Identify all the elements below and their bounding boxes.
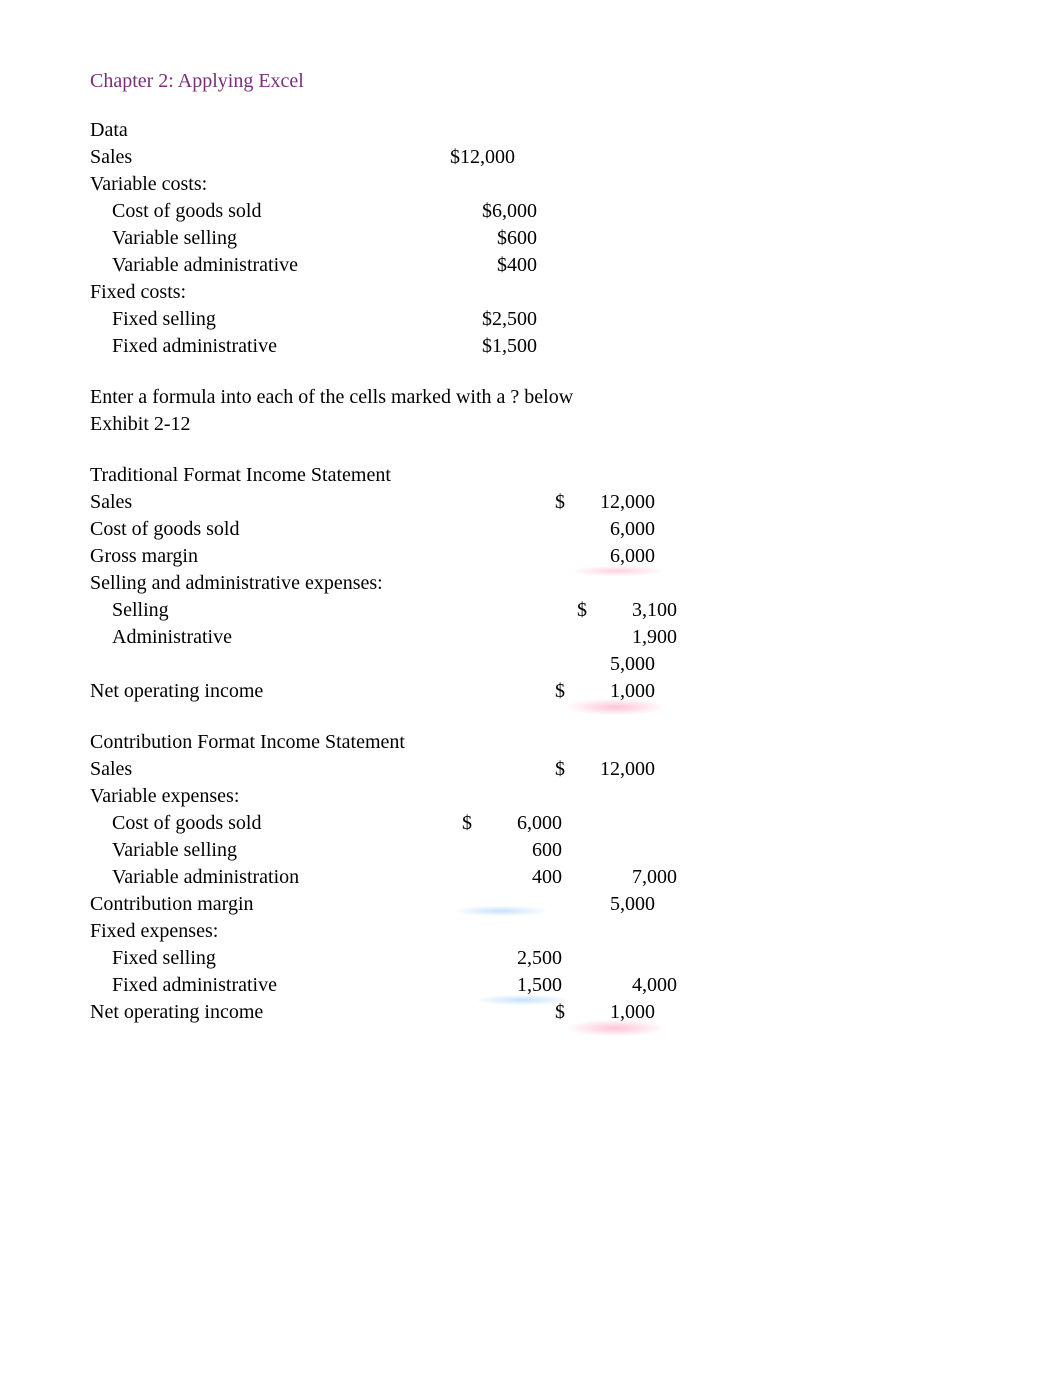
contribution-header-row: Contribution Format Income Statement — [90, 729, 972, 756]
instruction-text-1: Enter a formula into each of the cells m… — [90, 384, 573, 411]
currency-symbol: $ — [540, 756, 580, 783]
data-row: Cost of goods sold$6,000 — [90, 198, 972, 225]
contribution-header: Contribution Format Income Statement — [90, 729, 405, 756]
data-row: Variable selling$600 — [90, 225, 972, 252]
statement-value-col-b: 1,000 — [580, 678, 655, 705]
statement-value-col-b: 12,000 — [580, 756, 655, 783]
statement-row: Administrative 1,900 — [90, 624, 972, 651]
currency-symbol: $ — [540, 489, 580, 516]
instruction-line-2: Exhibit 2-12 — [90, 411, 972, 438]
statement-row: Variable expenses: — [90, 783, 972, 810]
statement-row: Fixed expenses: — [90, 918, 972, 945]
data-row-label: Fixed selling — [90, 306, 462, 333]
statement-row: Variable administration 400 7,000 — [90, 864, 972, 891]
statement-value-col-b: 7,000 — [602, 864, 677, 891]
statement-row: Sales $12,000 — [90, 756, 972, 783]
statement-row: Cost of goods sold$6,000 — [90, 810, 972, 837]
data-row: Variable administrative$400 — [90, 252, 972, 279]
currency-symbol: $ — [540, 999, 580, 1026]
statement-value-col-b: 6,000 — [580, 516, 655, 543]
statement-row-label: Gross margin — [90, 543, 440, 570]
statement-value-col-b: 5,000 — [580, 891, 655, 918]
statement-value-col-a: 2,500 — [487, 945, 562, 972]
data-header-row: Data — [90, 117, 972, 144]
statement-row: 5,000 — [90, 651, 972, 678]
statement-value-col-b: 1,900 — [602, 624, 677, 651]
data-row-value: $400 — [462, 252, 537, 279]
statement-value-col-b: 6,000 — [580, 543, 655, 570]
data-row-label: Variable administrative — [90, 252, 462, 279]
statement-row-label: Administrative — [90, 624, 462, 651]
data-row-label: Variable costs: — [90, 171, 440, 198]
data-header: Data — [90, 117, 440, 144]
statement-row-label: Selling and administrative expenses: — [90, 570, 440, 597]
data-row-value: $1,500 — [462, 333, 537, 360]
statement-row-label: Variable expenses: — [90, 783, 440, 810]
data-row: Sales$12,000 — [90, 144, 972, 171]
currency-symbol: $ — [540, 678, 580, 705]
statement-row-label: Variable administration — [90, 864, 462, 891]
data-row-label: Sales — [90, 144, 440, 171]
statement-value-col-a: 1,500 — [487, 972, 562, 999]
data-row-label: Cost of goods sold — [90, 198, 462, 225]
data-row-label: Variable selling — [90, 225, 462, 252]
statement-row: Contribution margin 5,000 — [90, 891, 972, 918]
statement-value-col-b: 1,000 — [580, 999, 655, 1026]
statement-row-label: Cost of goods sold — [90, 810, 462, 837]
statement-row: Selling $3,100 — [90, 597, 972, 624]
currency-symbol: $ — [562, 597, 602, 624]
statement-row-label: Selling — [90, 597, 462, 624]
statement-row-label: Sales — [90, 756, 440, 783]
statement-row-label: Net operating income — [90, 999, 440, 1026]
statement-row-label: Fixed expenses: — [90, 918, 440, 945]
statement-row: Sales $12,000 — [90, 489, 972, 516]
statement-row: Gross margin 6,000 — [90, 543, 972, 570]
statement-row-label: Net operating income — [90, 678, 440, 705]
statement-row: Net operating income $1,000 — [90, 678, 972, 705]
data-row-value: $2,500 — [462, 306, 537, 333]
statement-row-label: Contribution margin — [90, 891, 440, 918]
statement-value-col-b: 3,100 — [602, 597, 677, 624]
statement-value-col-b: 5,000 — [580, 651, 655, 678]
statement-row: Variable selling 600 — [90, 837, 972, 864]
data-row: Variable costs: — [90, 171, 972, 198]
statement-value-col-a: 6,000 — [487, 810, 562, 837]
statement-row-label: Fixed administrative — [90, 972, 462, 999]
currency-symbol: $ — [462, 810, 487, 837]
statement-row: Fixed selling 2,500 — [90, 945, 972, 972]
traditional-header: Traditional Format Income Statement — [90, 462, 391, 489]
statement-row-label: Variable selling — [90, 837, 462, 864]
statement-value-col-b: 12,000 — [580, 489, 655, 516]
statement-row: Selling and administrative expenses: — [90, 570, 972, 597]
instruction-line-1: Enter a formula into each of the cells m… — [90, 384, 972, 411]
statement-row: Fixed administrative 1,500 4,000 — [90, 972, 972, 999]
data-row: Fixed costs: — [90, 279, 972, 306]
statement-row: Cost of goods sold 6,000 — [90, 516, 972, 543]
data-row-value: $600 — [462, 225, 537, 252]
data-row: Fixed selling$2,500 — [90, 306, 972, 333]
data-row-label: Fixed costs: — [90, 279, 440, 306]
page-title: Chapter 2: Applying Excel — [90, 70, 972, 93]
statement-value-col-a: 400 — [487, 864, 562, 891]
statement-row: Net operating income $1,000 — [90, 999, 972, 1026]
statement-value-col-a: 600 — [487, 837, 562, 864]
statement-row-label: Cost of goods sold — [90, 516, 440, 543]
statement-row-label: Fixed selling — [90, 945, 462, 972]
statement-value-col-b: 4,000 — [602, 972, 677, 999]
traditional-header-row: Traditional Format Income Statement — [90, 462, 972, 489]
data-row: Fixed administrative$1,500 — [90, 333, 972, 360]
data-row-label: Fixed administrative — [90, 333, 462, 360]
statement-row-label: Sales — [90, 489, 440, 516]
instruction-text-2: Exhibit 2-12 — [90, 411, 191, 438]
data-row-value: $12,000 — [440, 144, 515, 171]
data-row-value: $6,000 — [462, 198, 537, 225]
